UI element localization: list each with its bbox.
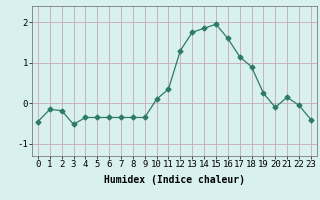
X-axis label: Humidex (Indice chaleur): Humidex (Indice chaleur)	[104, 175, 245, 185]
